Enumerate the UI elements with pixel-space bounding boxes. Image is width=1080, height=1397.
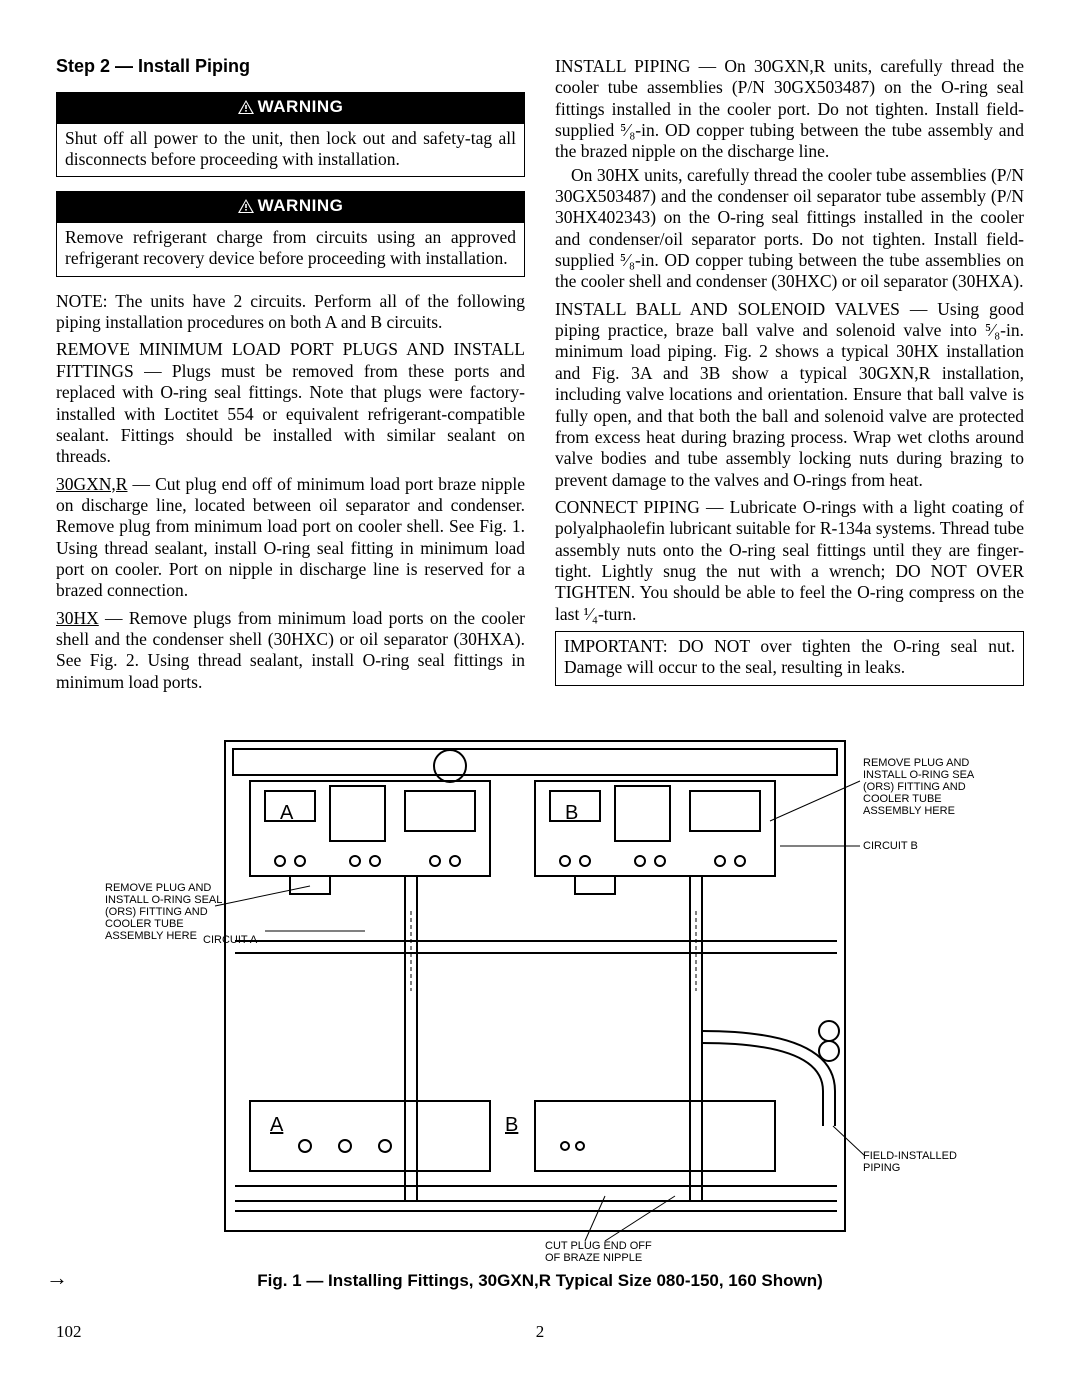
warning-body-1: Shut off all power to the unit, then loc… <box>56 124 525 178</box>
left-p2: 30GXN,R — Cut plug end off of minimum lo… <box>56 474 525 602</box>
revision-arrow: → <box>46 1265 68 1292</box>
left-p3-body: — Remove plugs from minimum load ports o… <box>56 608 525 692</box>
footer-left: 102 <box>56 1322 82 1343</box>
right-p4: CONNECT PIPING — Lubricate O-rings with … <box>555 497 1024 625</box>
warning-body-2: Remove refrigerant charge from circuits … <box>56 223 525 277</box>
fig-label-circuit-a: CIRCUIT A <box>203 934 258 946</box>
fig-letter-A-bot: A <box>270 1114 284 1136</box>
footer-center: 2 <box>536 1322 545 1343</box>
fig-label-cut-plug: CUT PLUG END OFF OF BRAZE NIPPLE <box>545 1240 655 1261</box>
warning-label-1: WARNING <box>258 97 344 116</box>
right-p2: On 30HX units, carefully thread the cool… <box>555 165 1024 293</box>
left-p3: 30HX — Remove plugs from minimum load po… <box>56 608 525 693</box>
figure-diagram: A B A B REMOVE PLUG AND INSTALL O-RING S… <box>105 731 975 1261</box>
fig-label-remove-right: REMOVE PLUG AND INSTALL O-RING SEAL (ORS… <box>863 757 975 817</box>
warning-icon <box>238 100 254 114</box>
fig-letter-B-bot: B <box>505 1114 518 1136</box>
warning-bar-2: WARNING <box>56 191 525 223</box>
figure-caption: Fig. 1 — Installing Fittings, 30GXN,R Ty… <box>56 1271 1024 1292</box>
left-p2-body: — Cut plug end off of minimum load port … <box>56 474 525 601</box>
right-column: INSTALL PIPING — On 30GXN,R units, caref… <box>555 56 1024 695</box>
fig-letter-B-top: B <box>565 802 578 824</box>
fig-label-circuit-b: CIRCUIT B <box>863 840 918 852</box>
fig-letter-A-top: A <box>280 802 294 824</box>
left-p3-head: 30HX <box>56 608 99 628</box>
warning-icon <box>238 199 254 213</box>
left-p2-head: 30GXN,R <box>56 474 127 494</box>
right-p1: INSTALL PIPING — On 30GXN,R units, caref… <box>555 56 1024 163</box>
note-para: NOTE: The units have 2 circuits. Perform… <box>56 291 525 334</box>
fig-label-remove-left: REMOVE PLUG AND INSTALL O-RING SEAL (ORS… <box>105 882 225 942</box>
fig-label-field-piping: FIELD-INSTALLED PIPING <box>863 1150 960 1174</box>
step-title: Step 2 — Install Piping <box>56 56 525 78</box>
right-p3: INSTALL BALL AND SOLENOID VALVES — Using… <box>555 299 1024 491</box>
important-note: IMPORTANT: DO NOT over tighten the O-rin… <box>555 631 1024 686</box>
warning-bar-1: WARNING <box>56 92 525 124</box>
left-column: Step 2 — Install Piping WARNING Shut off… <box>56 56 525 695</box>
warning-label-2: WARNING <box>258 196 344 215</box>
page-footer: 102 2 <box>56 1322 1024 1343</box>
left-p1: REMOVE MINIMUM LOAD PORT PLUGS AND INSTA… <box>56 339 525 467</box>
figure-area: A B A B REMOVE PLUG AND INSTALL O-RING S… <box>56 731 1024 1292</box>
